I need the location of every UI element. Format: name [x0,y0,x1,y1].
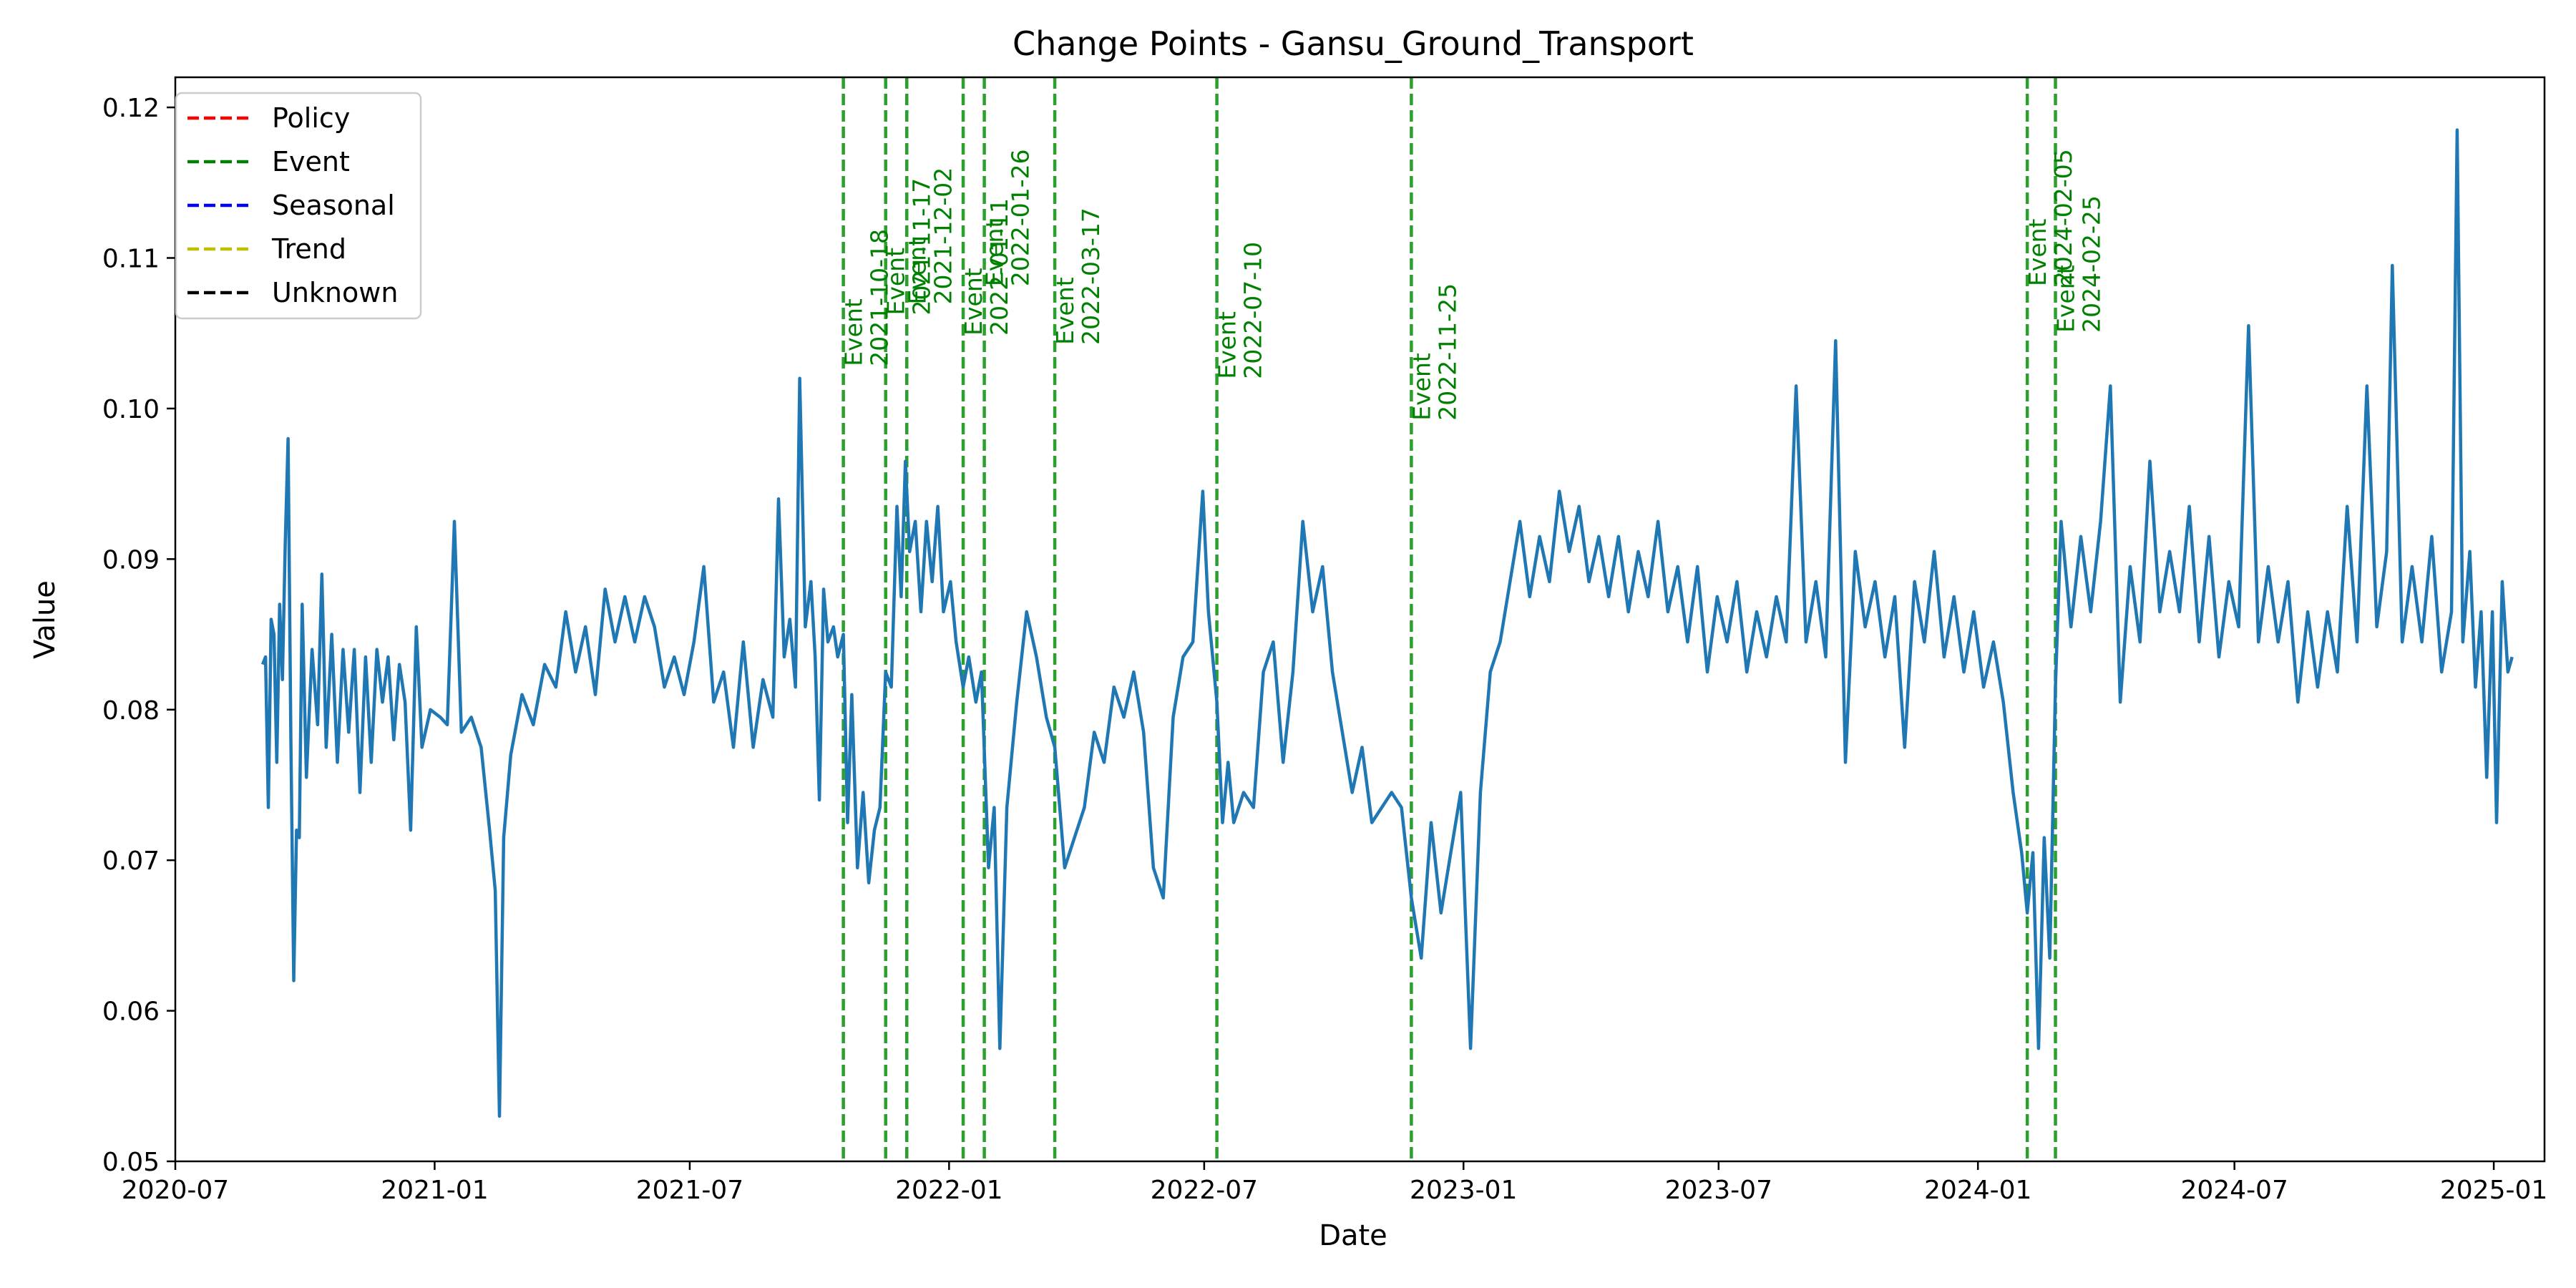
change-point-type-label: Event [840,298,868,366]
x-tick-label: 2021-01 [381,1176,488,1205]
legend: Policy Event Seasonal Trend Unknown [175,92,422,320]
legend-label: Policy [272,102,350,134]
x-tick-label: 2023-07 [1665,1176,1772,1205]
change-point-date-label: 2021-12-02 [929,167,957,305]
x-tick-label: 2022-01 [895,1176,1002,1205]
x-tick-label: 2022-07 [1151,1176,1258,1205]
legend-frame [175,92,422,320]
change-point-type-label: Event [1407,353,1435,421]
change-point-type-label: Event [1214,311,1241,379]
change-point-date-label: 2024-02-05 [2049,149,2077,286]
change-point-date-label: 2022-01-11 [985,198,1013,336]
change-point-type-label: Event [960,268,987,336]
y-tick-label: 0.12 [102,94,160,123]
x-tick-label: 2023-01 [1410,1176,1517,1205]
change-point-type-label: Event [1051,277,1079,345]
legend-label: Seasonal [272,190,395,221]
y-axis-label: Value [29,580,62,659]
y-tick-label: 0.07 [102,847,160,876]
x-tick-label: 2025-01 [2440,1176,2547,1205]
change-point-date-label: 2022-01-26 [1007,149,1035,286]
axes-frame [174,76,2546,1163]
change-point-date-label: 2021-11-17 [908,178,936,316]
legend-label: Trend [271,233,346,265]
change-point-date-label: 2024-02-25 [2078,195,2106,333]
x-tick-label: 2020-07 [122,1176,229,1205]
x-tick-label: 2024-01 [1924,1176,2031,1205]
y-tick-label: 0.11 [102,245,160,274]
change-point-type-label: Event [882,248,910,316]
legend-label: Unknown [272,277,398,308]
plot-area: Event2021-10-18Event2021-11-17Event2021-… [174,76,2546,1163]
change-point-date-label: 2022-11-25 [1433,283,1461,421]
y-tick-label: 0.09 [102,545,160,575]
x-axis-ticks: 2020-07 2021-01 2021-07 2022-01 2022-07 2023-… [122,1161,2547,1205]
x-tick-label: 2024-07 [2180,1176,2288,1205]
change-point-date-label: 2021-10-18 [866,229,894,366]
change-point-labels: Event2021-10-18Event2021-11-17Event2021-… [840,149,2106,420]
change-point-type-label: Event [981,219,1009,287]
change-point-type-label: Event [2052,265,2080,333]
y-tick-label: 0.06 [102,997,160,1027]
change-point-date-label: 2022-03-17 [1077,208,1105,345]
y-tick-label: 0.10 [102,395,160,424]
chart-title: Change Points - Gansu_Ground_Transport [1013,24,1694,63]
x-axis-label: Date [1319,1219,1387,1252]
change-point-type-label: Event [903,237,931,305]
y-axis-ticks: 0.05 0.06 0.07 0.08 0.09 0.10 0.11 0.12 [102,94,175,1177]
y-tick-label: 0.08 [102,696,160,726]
y-tick-label: 0.05 [102,1148,160,1177]
change-point-type-label: Event [2024,218,2051,286]
series-line [260,128,2514,1118]
legend-label: Event [272,146,350,177]
change-point-date-label: 2022-07-10 [1239,242,1267,379]
x-tick-label: 2021-07 [636,1176,743,1205]
